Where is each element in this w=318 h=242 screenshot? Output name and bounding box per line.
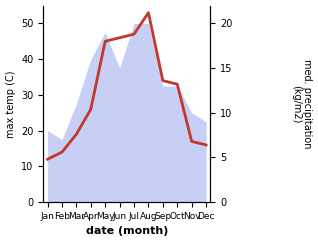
X-axis label: date (month): date (month) bbox=[86, 227, 168, 236]
Y-axis label: med. precipitation
(kg/m2): med. precipitation (kg/m2) bbox=[291, 59, 313, 149]
Y-axis label: max temp (C): max temp (C) bbox=[5, 70, 16, 138]
